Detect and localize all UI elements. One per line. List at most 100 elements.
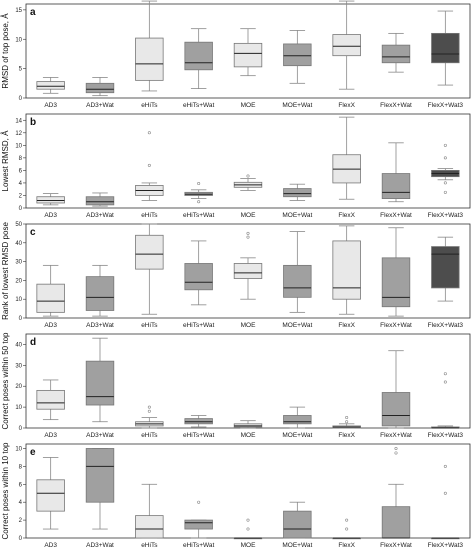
box-eHiTs: [135, 483, 164, 539]
category-label: eHiTs+Wat: [183, 432, 215, 439]
y-tick-label: 10: [15, 143, 22, 149]
y-tick-label: 40: [15, 342, 22, 348]
box-FlexX+Wat: [381, 227, 411, 317]
outlier-point: [246, 527, 250, 531]
outlier-point: [197, 500, 201, 504]
box-iqr: [36, 479, 65, 512]
outlier-point: [443, 143, 447, 147]
box-eHiTs: [135, 131, 164, 201]
category-label: eHiTs: [141, 212, 158, 219]
plot-frame: [25, 223, 471, 319]
category-label: AD3: [44, 432, 57, 439]
outlier-point: [443, 156, 447, 160]
box-iqr: [135, 37, 164, 81]
panel-label: c: [30, 227, 36, 238]
outlier-point: [443, 464, 447, 468]
y-tick-label: 0: [19, 206, 23, 212]
category-label: AD3+Wat: [86, 542, 114, 549]
plot-frame: [25, 3, 471, 99]
box-AD3+Wat: [85, 264, 115, 317]
category-label: MOE: [241, 322, 256, 329]
box-MOE+Wat: [283, 501, 312, 539]
box-iqr: [431, 32, 460, 64]
y-axis-label: Correct poses within 50 top: [1, 332, 10, 429]
panel-label: a: [30, 7, 36, 18]
outlier-point: [147, 409, 151, 413]
category-label: FlexX+Wat3: [428, 542, 464, 549]
box-iqr: [85, 276, 115, 311]
outlier-point: [394, 451, 398, 455]
category-label: MOE+Wat: [282, 542, 312, 549]
y-tick-label: 40: [15, 241, 22, 247]
box-MOE: [233, 28, 263, 77]
y-tick-label: 10: [15, 446, 22, 452]
box-iqr: [36, 389, 65, 410]
box-FlexX+Wat3: [431, 372, 460, 429]
category-label: FlexX+Wat: [380, 102, 412, 109]
category-label: AD3+Wat: [86, 102, 114, 109]
box-FlexX: [332, 416, 361, 429]
category-label: AD3: [44, 212, 57, 219]
y-tick-label: 14: [15, 118, 22, 124]
box-eHiTs+Wat: [184, 500, 213, 539]
box-FlexX+Wat3: [431, 236, 460, 302]
panel-label: b: [30, 117, 36, 128]
box-AD3+Wat: [85, 448, 115, 530]
outlier-point: [246, 235, 250, 239]
box-MOE+Wat: [283, 231, 312, 313]
box-iqr: [233, 42, 263, 68]
category-label: AD3: [44, 322, 57, 329]
box-iqr: [184, 519, 213, 530]
box-iqr: [233, 423, 263, 428]
box-iqr: [36, 81, 65, 90]
box-eHiTs+Wat: [184, 240, 213, 306]
box-AD3: [36, 193, 65, 206]
box-eHiTs+Wat: [184, 415, 213, 428]
category-label: FlexX+Wat3: [428, 432, 464, 439]
box-eHiTs+Wat: [184, 28, 213, 89]
category-label: AD3: [44, 542, 57, 549]
box-iqr: [233, 263, 263, 279]
box-iqr: [283, 43, 312, 67]
panel-label: e: [30, 447, 36, 458]
category-label: MOE+Wat: [282, 102, 312, 109]
category-label: MOE: [241, 432, 256, 439]
y-axis-label: Rank of lowest RMSD pose: [1, 222, 10, 320]
box-iqr: [332, 240, 361, 300]
y-tick-label: 8: [19, 464, 23, 470]
outlier-point: [197, 182, 201, 186]
box-eHiTs+Wat: [184, 182, 213, 204]
y-tick-label: 8: [19, 156, 23, 162]
category-label: FlexX+Wat3: [428, 102, 464, 109]
box-iqr: [431, 246, 460, 289]
panel-d: d Correct poses within 50 top 0 10 20 30 40 AD3…: [1, 332, 471, 439]
y-tick-label: 30: [15, 363, 22, 369]
category-label: FlexX+Wat: [380, 432, 412, 439]
box-eHiTs: [135, 405, 164, 429]
y-tick-label: 0: [19, 96, 23, 102]
box-iqr: [85, 448, 115, 503]
category-label: FlexX+Wat: [380, 542, 412, 549]
outlier-point: [443, 181, 447, 185]
category-label: eHiTs: [141, 102, 158, 109]
y-tick-label: 0: [19, 426, 23, 432]
y-tick-label: 12: [15, 131, 22, 137]
y-tick-label: 10: [15, 37, 22, 43]
panel-e: e Correct poses within 10 top 0 2 4 6 8 10 AD3 AD…: [1, 442, 471, 549]
category-label: AD3: [44, 102, 57, 109]
category-label: MOE+Wat: [282, 212, 312, 219]
y-tick-label: 5: [19, 67, 23, 73]
box-FlexX: [332, 225, 361, 315]
box-FlexX+Wat3: [431, 464, 460, 540]
category-label: FlexX: [338, 542, 355, 549]
box-iqr: [85, 82, 115, 94]
y-tick-label: 10: [15, 297, 22, 303]
outlier-point: [147, 405, 151, 409]
y-tick-label: 2: [19, 518, 23, 524]
category-label: FlexX+Wat: [380, 322, 412, 329]
box-iqr: [36, 196, 65, 204]
box-iqr: [381, 44, 411, 64]
outlier-point: [345, 420, 349, 424]
category-label: eHiTs+Wat: [183, 322, 215, 329]
outlier-point: [246, 231, 250, 235]
